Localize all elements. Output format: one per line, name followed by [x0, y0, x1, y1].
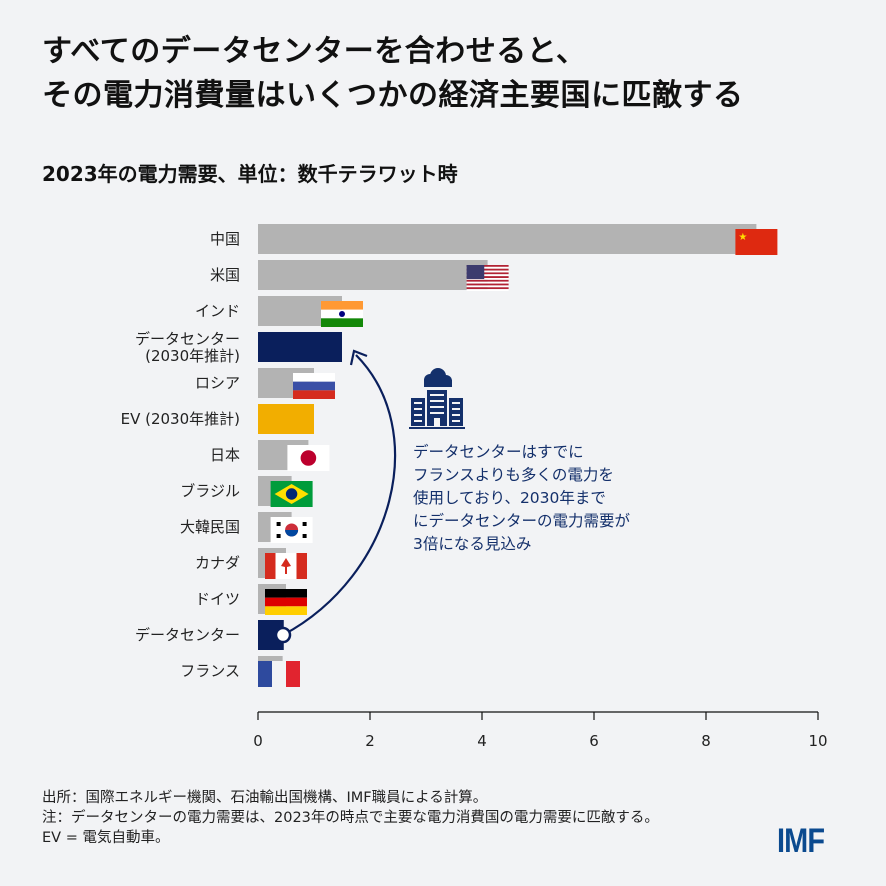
germany-flag-icon	[265, 589, 307, 615]
data-center-cloud-building-icon	[409, 368, 465, 429]
category-label: データセンター	[135, 626, 240, 644]
annotation-line: 3倍になる見込み	[413, 535, 532, 553]
russia-flag-icon	[293, 373, 335, 399]
category-label: ブラジル	[180, 482, 240, 500]
footnotes: 出所：国際エネルギー機関、石油輸出国機構、IMF職員による計算。 注：データセン…	[42, 788, 659, 848]
category-label: 中国	[210, 230, 240, 248]
chart-subtitle: 2023年の電力需要、単位：数千テラワット時	[42, 162, 458, 186]
annotation-line: にデータセンターの電力需要が	[413, 512, 631, 530]
title-line-2: その電力消費量はいくつかの経済主要国に匹敵する	[42, 78, 744, 113]
category-label: 米国	[210, 266, 240, 284]
category-label: EV (2030年推計)	[121, 410, 240, 428]
usa-flag-icon	[466, 265, 509, 291]
x-tick-label: 8	[701, 732, 711, 750]
category-label: データセンター(2030年推計)	[135, 330, 240, 365]
korea-flag-icon	[270, 517, 313, 543]
category-label: ドイツ	[195, 590, 240, 608]
x-tick-label: 6	[589, 732, 599, 750]
bar	[258, 224, 757, 254]
category-label: インド	[195, 302, 240, 320]
source-note: 出所：国際エネルギー機関、石油輸出国機構、IMF職員による計算。	[42, 790, 488, 806]
brazil-flag-icon	[270, 481, 313, 507]
x-tick-label: 10	[808, 732, 827, 750]
india-flag-icon	[321, 301, 363, 327]
annotation-line: フランスよりも多くの電力を	[413, 466, 614, 484]
category-label: フランス	[180, 662, 240, 680]
arrow-origin-dot	[274, 626, 292, 644]
category-label: 日本	[210, 446, 240, 464]
china-flag-icon: ★	[735, 229, 778, 255]
x-tick-label: 0	[253, 732, 263, 750]
category-label: 大韓民国	[180, 518, 240, 536]
title-line-1: すべてのデータセンターを合わせると、	[42, 34, 587, 69]
annotation-line: 使用しており、2030年まで	[413, 489, 606, 507]
imf-logo: IMF	[777, 822, 825, 860]
annotation-text: データセンターはすでに フランスよりも多くの電力を 使用しており、2030年まで…	[413, 441, 630, 556]
bar	[258, 332, 342, 362]
japan-flag-icon	[287, 445, 330, 471]
arrow-head-icon	[349, 349, 368, 366]
annotation-arrow	[282, 354, 397, 636]
x-tick-label: 2	[365, 732, 375, 750]
category-label: カナダ	[195, 554, 240, 572]
bar	[258, 260, 488, 290]
ev-note: EV = 電気自動車。	[42, 830, 170, 846]
chart-title: すべてのデータセンターを合わせると、 その電力消費量はいくつかの経済主要国に匹敵…	[42, 30, 744, 118]
france-flag-icon	[258, 661, 300, 687]
x-tick-label: 4	[477, 732, 487, 750]
category-label: ロシア	[195, 374, 240, 392]
annotation-line: データセンターはすでに	[413, 443, 584, 461]
bar	[258, 404, 314, 434]
canada-flag-icon	[265, 553, 307, 579]
svg-text:★: ★	[738, 232, 747, 243]
note: 注：データセンターの電力需要は、2023年の時点で主要な電力消費国の電力需要に匹…	[42, 810, 659, 826]
